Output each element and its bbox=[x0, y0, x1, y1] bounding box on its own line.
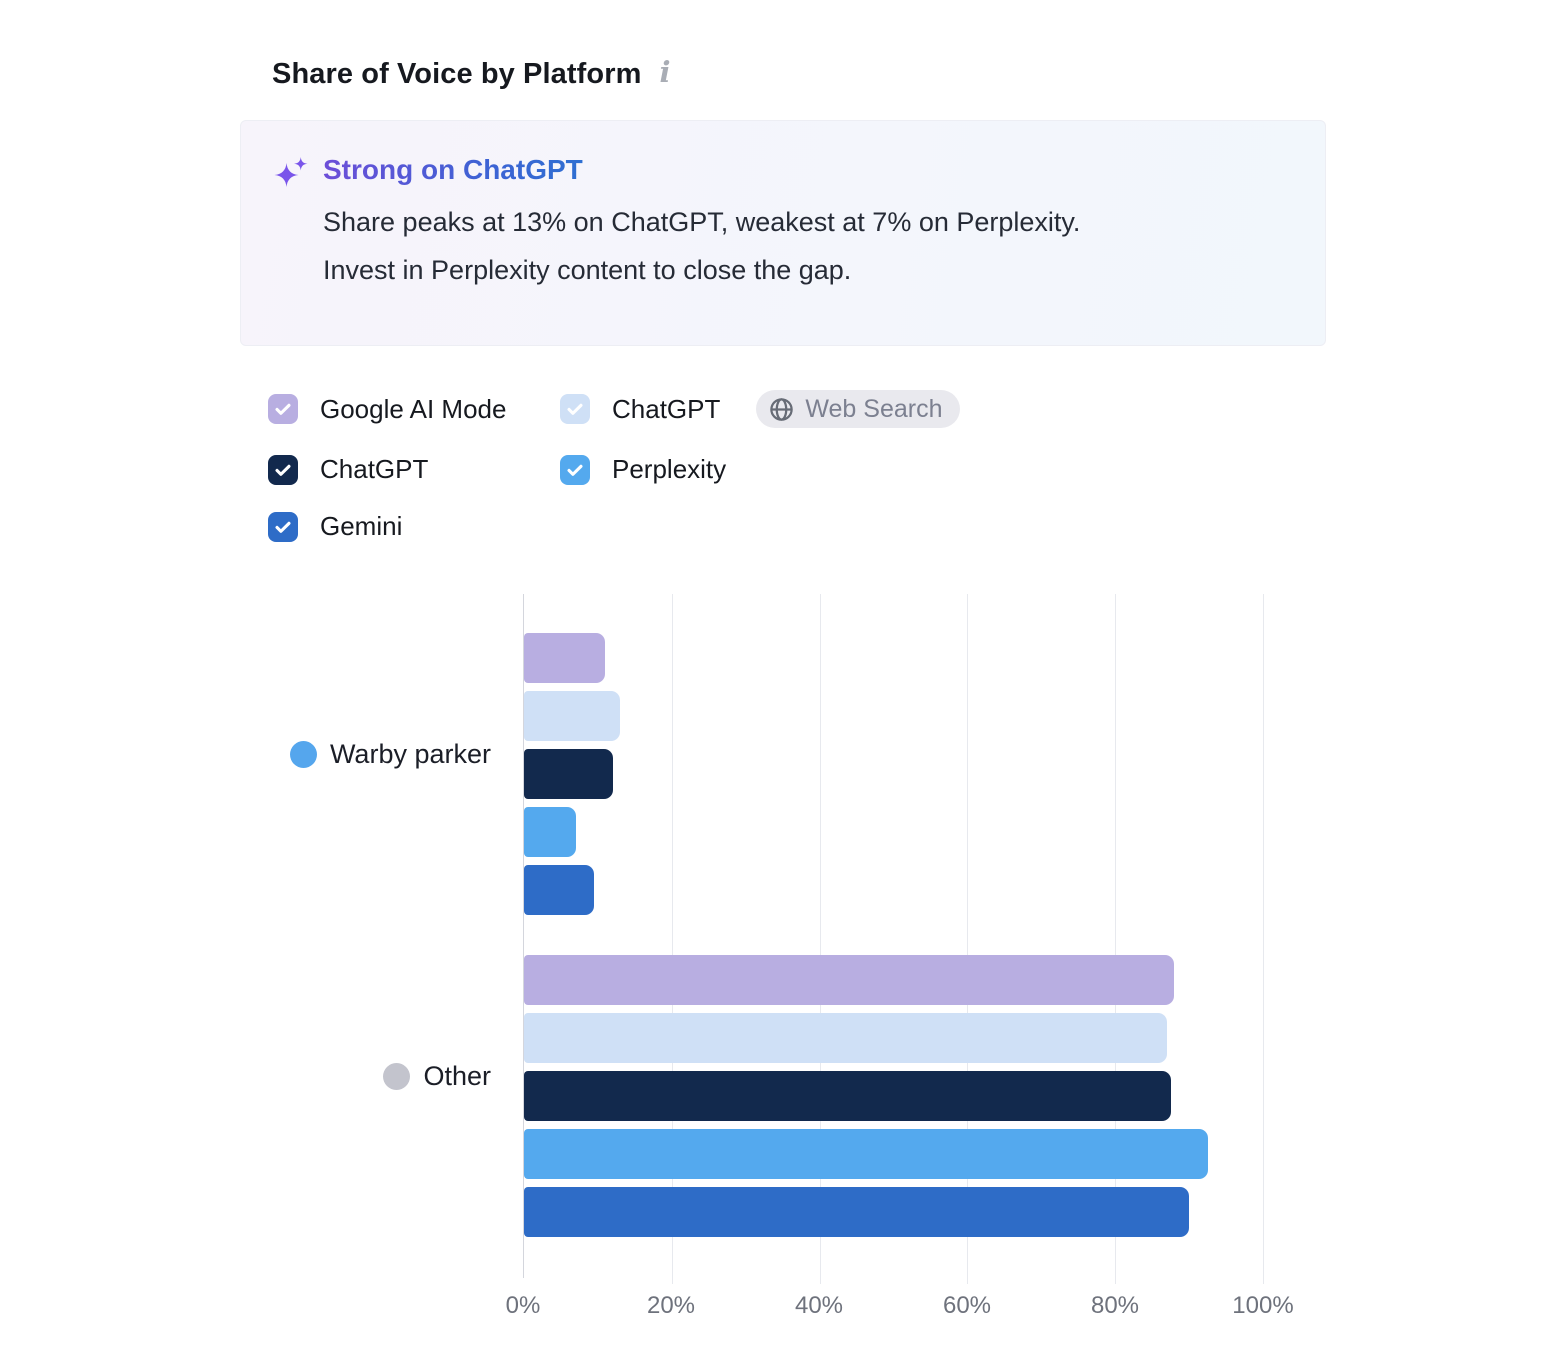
bar-chatgpt-warby-parker[interactable] bbox=[524, 749, 613, 799]
bar-gemini-other[interactable] bbox=[524, 1187, 1190, 1237]
share-of-voice-chart: Warby parker Other 0% 20% 40% 60% 80% 100% bbox=[240, 594, 1326, 1322]
x-tick-label-100: 100% bbox=[1232, 1292, 1294, 1319]
bar-perplexity-warby-parker[interactable] bbox=[524, 807, 576, 857]
globe-icon bbox=[770, 397, 794, 421]
sparkle-icon bbox=[274, 157, 308, 187]
legend-label-google-ai-mode: Google AI Mode bbox=[320, 393, 507, 424]
legend-checkbox-chatgpt[interactable] bbox=[268, 454, 298, 485]
bar-perplexity-other[interactable] bbox=[524, 1129, 1208, 1179]
gridline-20 bbox=[671, 594, 673, 1284]
x-axis: 0% 20% 40% 60% 80% 100% bbox=[506, 1278, 1294, 1322]
category-dot-warby-parker bbox=[289, 741, 317, 768]
title-row: Share of Voice by Platform i bbox=[272, 55, 1326, 93]
category-label-warby-parker: Warby parker bbox=[241, 594, 524, 915]
category-label-text-warby-parker: Warby parker bbox=[329, 739, 491, 769]
category-label-text-other: Other bbox=[423, 1060, 491, 1091]
gridline-60 bbox=[967, 594, 969, 1284]
bar-group-other: Other bbox=[383, 915, 1263, 1237]
legend-label-chatgpt-web-search: ChatGPT bbox=[612, 393, 721, 424]
web-search-badge-label: Web Search bbox=[805, 394, 943, 423]
legend: Google AI Mode ChatGPT Web Search ChatGPT Pe… bbox=[268, 390, 1326, 542]
web-search-badge: Web Search bbox=[756, 390, 961, 428]
x-tick-label-80: 80% bbox=[1090, 1292, 1140, 1319]
legend-item-gemini: Gemini bbox=[268, 511, 560, 542]
bar-chatgpt-web-search-warby-parker[interactable] bbox=[524, 691, 621, 741]
bar-google-ai-mode-other[interactable] bbox=[524, 955, 1175, 1005]
gridline-80 bbox=[1115, 594, 1117, 1284]
legend-checkbox-gemini[interactable] bbox=[268, 511, 298, 542]
legend-item-google-ai-mode: Google AI Mode bbox=[268, 394, 560, 425]
legend-label-perplexity: Perplexity bbox=[612, 454, 727, 484]
legend-label-gemini: Gemini bbox=[320, 511, 403, 541]
plot-area: Warby parker Other bbox=[289, 594, 1264, 1284]
gridline-100 bbox=[1263, 594, 1264, 1284]
legend-checkbox-perplexity[interactable] bbox=[560, 454, 590, 485]
legend-label-chatgpt: ChatGPT bbox=[320, 454, 429, 484]
info-icon[interactable]: i bbox=[659, 54, 671, 89]
legend-checkbox-google-ai-mode[interactable] bbox=[268, 394, 298, 424]
legend-checkbox-chatgpt-web-search[interactable] bbox=[560, 394, 590, 424]
category-dot-other bbox=[383, 1062, 411, 1090]
bar-chatgpt-web-search-other[interactable] bbox=[524, 1013, 1167, 1063]
x-tick-label-40: 40% bbox=[794, 1292, 844, 1319]
legend-item-chatgpt: ChatGPT bbox=[268, 454, 560, 485]
insight-text: Strong on ChatGPT Share peaks at 13% on … bbox=[323, 154, 1080, 345]
legend-item-perplexity: Perplexity bbox=[560, 454, 960, 485]
bar-google-ai-mode-warby-parker[interactable] bbox=[524, 633, 606, 683]
insight-body-line-2: Invest in Perplexity content to close th… bbox=[323, 255, 852, 285]
insight-title: Strong on ChatGPT bbox=[323, 154, 583, 185]
bar-group-warby-parker: Warby parker bbox=[289, 594, 1263, 915]
x-tick-label-0: 0% bbox=[505, 1292, 541, 1319]
category-label-other: Other bbox=[241, 915, 524, 1237]
insight-body: Share peaks at 13% on ChatGPT, weakest a… bbox=[323, 198, 1080, 294]
insight-box: Strong on ChatGPT Share peaks at 13% on … bbox=[240, 120, 1326, 346]
bar-gemini-warby-parker[interactable] bbox=[524, 865, 595, 915]
x-tick-label-20: 20% bbox=[646, 1292, 696, 1319]
bar-chatgpt-other[interactable] bbox=[524, 1071, 1171, 1121]
legend-item-chatgpt-web-search: ChatGPT Web Search bbox=[560, 390, 961, 428]
page-title: Share of Voice by Platform bbox=[272, 57, 642, 90]
gridline-40 bbox=[819, 594, 821, 1284]
share-of-voice-panel: Share of Voice by Platform i Strong on C… bbox=[240, 0, 1326, 1322]
insight-body-line-1: Share peaks at 13% on ChatGPT, weakest a… bbox=[323, 207, 1081, 237]
x-tick-label-60: 60% bbox=[942, 1292, 992, 1319]
